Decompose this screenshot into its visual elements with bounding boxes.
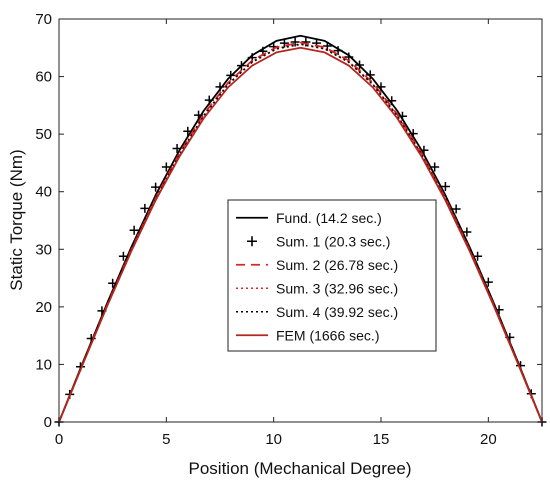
legend-entry-6: FEM (1666 sec.) [236,327,379,343]
legend-label: Fund. (14.2 sec.) [276,210,382,226]
y-tick-label: 50 [35,126,52,143]
y-tick-label: 30 [35,241,52,258]
data-point-marker [151,182,161,192]
data-point-marker [204,95,214,105]
y-tick-label: 10 [35,356,52,373]
legend-entry-5: Sum. 4 (39.92 sec.) [236,304,398,320]
x-tick-label: 15 [373,431,390,448]
data-point-marker [118,251,128,261]
legend-label: Sum. 4 (39.92 sec.) [276,304,398,320]
plot-frame [58,18,543,423]
y-tick-label: 0 [44,414,52,431]
series-1 [58,34,543,423]
data-point-marker [279,38,289,48]
data-point-marker [408,129,418,139]
legend-box [227,199,437,352]
data-point-marker [333,46,343,56]
series-layer [54,34,547,427]
data-point-marker [236,61,246,71]
y-axis-label: Static Torque (Nm) [7,149,26,290]
data-point-marker [376,82,386,92]
data-point-marker [440,182,450,192]
data-point-marker [215,82,225,92]
legend-entry-4: Sum. 3 (32.96 sec.) [236,280,398,296]
data-point-marker [108,278,118,288]
data-point-marker [301,37,311,47]
y-tick-label: 20 [35,299,52,316]
series-line-6 [58,46,543,423]
x-axis-label: Position (Mechanical Degree) [189,459,412,478]
data-point-marker [140,203,150,213]
data-point-marker [226,70,236,80]
x-tick-label: 5 [162,431,170,448]
data-point-marker [419,145,429,155]
legend-label: Sum. 2 (26.78 sec.) [276,257,398,273]
data-point-marker [172,144,182,154]
legend: Fund. (14.2 sec.) Sum. 1 (20.3 sec.) Sum. … [227,199,437,352]
data-point-marker [483,277,493,287]
legend-entry-1: Fund. (14.2 sec.) [236,210,382,226]
y-tick-label: 40 [35,184,52,201]
legend-entry-2: Sum. 1 (20.3 sec.) [247,233,390,249]
data-point-marker [430,162,440,172]
legend-entry-3: Sum. 2 (26.78 sec.) [236,257,398,273]
data-point-marker [183,126,193,136]
data-point-marker [365,70,375,80]
legend-swatch-marker [247,236,257,247]
x-tick-label: 20 [480,431,497,448]
data-point-marker [473,251,483,261]
series-6 [58,46,543,423]
y-tick-label: 60 [35,69,52,86]
legend-label: Sum. 3 (32.96 sec.) [276,280,398,296]
x-tick-label: 0 [55,431,63,448]
x-tick-label: 10 [265,431,282,448]
series-line-1 [58,34,543,423]
data-point-marker [194,110,204,120]
data-point-marker [129,225,139,235]
data-point-marker [355,60,365,70]
legend-label: Sum. 1 (20.3 sec.) [276,233,390,249]
legend-label: FEM (1666 sec.) [276,327,379,343]
data-point-marker [451,204,461,214]
data-point-marker [462,227,472,237]
data-point-marker [161,162,171,172]
y-tick-label: 70 [35,11,52,28]
tick-layer: 0 5 10 15 20 0 10 20 30 40 50 60 70 [35,11,542,448]
data-point-marker [290,37,300,47]
data-point-marker [387,96,397,106]
